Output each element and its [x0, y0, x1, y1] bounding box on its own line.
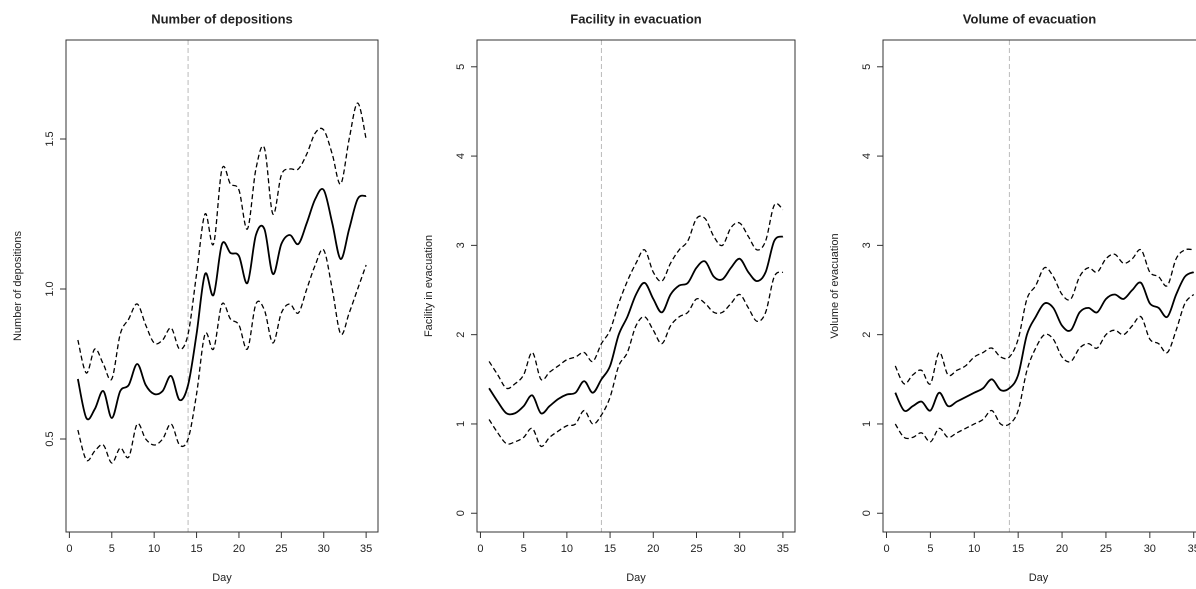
- y-tick-label: 0: [455, 510, 467, 516]
- y-axis-label: Number of depositions: [12, 230, 24, 341]
- x-tick-label: 10: [148, 543, 160, 555]
- panel-title: Volume of evacuation: [963, 11, 1096, 26]
- y-tick-label: 2: [455, 332, 467, 338]
- panel: Volume of evacuation Day Volume of evacuat…: [829, 11, 1196, 584]
- y-tick-label: 1: [861, 421, 873, 427]
- panel-title: Facility in evacuation: [570, 11, 702, 26]
- x-tick-label: 35: [360, 543, 372, 555]
- x-tick-label: 35: [777, 543, 789, 555]
- y-tick-label: 5: [861, 64, 873, 70]
- estimate-line: [894, 271, 1195, 412]
- x-tick-label: 5: [927, 543, 933, 555]
- y-tick-label: 3: [455, 242, 467, 248]
- y-tick-label: 0: [861, 510, 873, 516]
- x-tick-label: 35: [1188, 543, 1196, 555]
- x-tick-label: 0: [477, 543, 483, 555]
- x-tick-label: 30: [734, 543, 746, 555]
- x-tick-label: 15: [1012, 543, 1024, 555]
- x-axis-label: Day: [1029, 572, 1049, 584]
- x-tick-label: 20: [1056, 543, 1068, 555]
- panel-title: Number of depositions: [151, 11, 293, 26]
- x-tick-label: 5: [521, 543, 527, 555]
- x-tick-label: 0: [883, 543, 889, 555]
- x-axis-label: Day: [212, 572, 232, 584]
- x-tick-label: 30: [1144, 543, 1156, 555]
- estimate-line: [488, 235, 784, 416]
- y-tick-label: 4: [861, 153, 873, 159]
- x-tick-label: 25: [1100, 543, 1112, 555]
- y-tick-label: 5: [455, 64, 467, 70]
- x-axis-label: Day: [626, 572, 646, 584]
- x-tick-label: 30: [318, 543, 330, 555]
- plot-frame: [65, 39, 379, 533]
- y-tick-label: 1.0: [44, 281, 56, 296]
- interval-line: [488, 202, 784, 390]
- x-tick-label: 15: [604, 543, 616, 555]
- y-tick-label: 1: [455, 421, 467, 427]
- y-axis-label: Facility in evacuation: [423, 235, 435, 337]
- y-tick-label: 1.5: [44, 131, 56, 146]
- plot-frame: [476, 39, 796, 533]
- interval-line: [894, 248, 1194, 385]
- x-tick-label: 0: [66, 543, 72, 555]
- x-tick-label: 25: [275, 543, 287, 555]
- x-tick-label: 25: [690, 543, 702, 555]
- interval-line: [77, 102, 367, 381]
- x-tick-label: 20: [233, 543, 245, 555]
- y-tick-label: 4: [455, 153, 467, 159]
- x-tick-label: 15: [190, 543, 202, 555]
- x-tick-label: 5: [109, 543, 115, 555]
- x-tick-label: 20: [647, 543, 659, 555]
- interval-line: [894, 293, 1195, 443]
- plot-frame: [882, 39, 1196, 533]
- y-tick-label: 3: [861, 242, 873, 248]
- panel: Facility in evacuation Day Facility in eva…: [423, 11, 796, 584]
- y-tick-label: 2: [861, 332, 873, 338]
- interval-line: [77, 248, 367, 464]
- panel: Number of depositions Day Number of deposi…: [12, 11, 379, 584]
- estimate-line: [76, 188, 367, 421]
- y-tick-label: 0.5: [44, 431, 56, 446]
- interval-line: [488, 271, 784, 448]
- x-tick-label: 10: [561, 543, 573, 555]
- x-tick-label: 10: [968, 543, 980, 555]
- y-axis-label: Volume of evacuation: [829, 233, 841, 338]
